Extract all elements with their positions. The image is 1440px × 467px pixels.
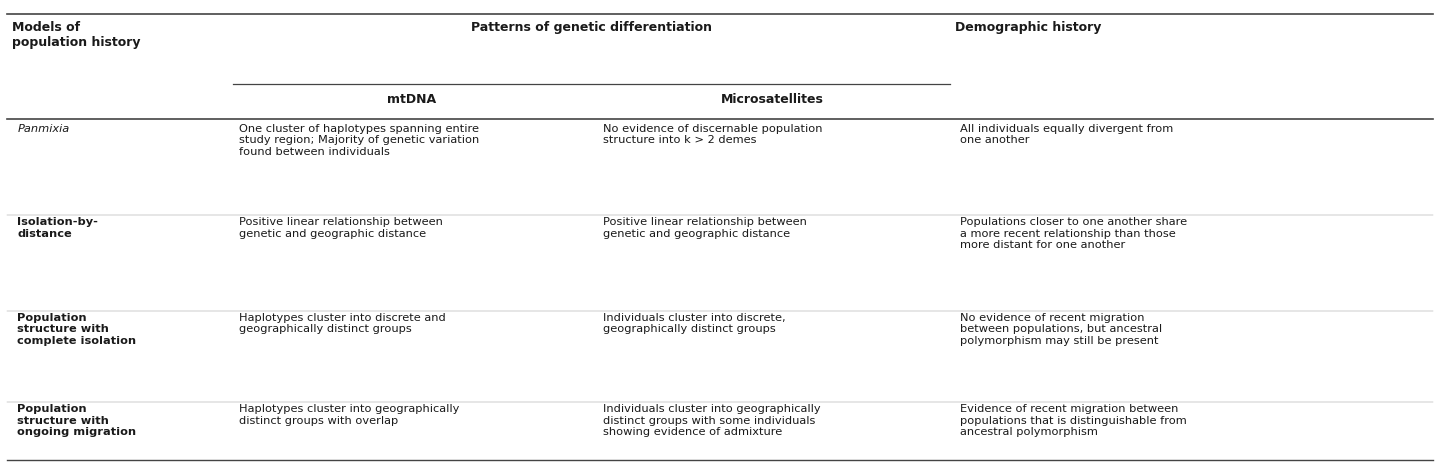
Text: Haplotypes cluster into geographically
distinct groups with overlap: Haplotypes cluster into geographically d… (239, 404, 459, 425)
Text: Haplotypes cluster into discrete and
geographically distinct groups: Haplotypes cluster into discrete and geo… (239, 313, 446, 334)
Text: Individuals cluster into discrete,
geographically distinct groups: Individuals cluster into discrete, geogr… (603, 313, 786, 334)
Text: Demographic history: Demographic history (955, 21, 1102, 34)
Text: No evidence of discernable population
structure into k > 2 demes: No evidence of discernable population st… (603, 124, 822, 145)
Text: Evidence of recent migration between
populations that is distinguishable from
an: Evidence of recent migration between pop… (960, 404, 1187, 437)
Text: One cluster of haplotypes spanning entire
study region; Majority of genetic vari: One cluster of haplotypes spanning entir… (239, 124, 480, 157)
Text: Positive linear relationship between
genetic and geographic distance: Positive linear relationship between gen… (239, 217, 444, 239)
Text: Microsatellites: Microsatellites (721, 93, 824, 106)
Text: Population
structure with
complete isolation: Population structure with complete isola… (17, 313, 137, 346)
Text: Population
structure with
ongoing migration: Population structure with ongoing migrat… (17, 404, 137, 437)
Text: Individuals cluster into geographically
distinct groups with some individuals
sh: Individuals cluster into geographically … (603, 404, 821, 437)
Text: Populations closer to one another share
a more recent relationship than those
mo: Populations closer to one another share … (960, 217, 1188, 250)
Text: Models of
population history: Models of population history (12, 21, 140, 49)
Text: mtDNA: mtDNA (387, 93, 436, 106)
Text: Isolation-by-
distance: Isolation-by- distance (17, 217, 98, 239)
Text: Patterns of genetic differentiation: Patterns of genetic differentiation (471, 21, 713, 34)
Text: No evidence of recent migration
between populations, but ancestral
polymorphism : No evidence of recent migration between … (960, 313, 1162, 346)
Text: Panmixia: Panmixia (17, 124, 69, 134)
Text: Positive linear relationship between
genetic and geographic distance: Positive linear relationship between gen… (603, 217, 808, 239)
Text: All individuals equally divergent from
one another: All individuals equally divergent from o… (960, 124, 1174, 145)
